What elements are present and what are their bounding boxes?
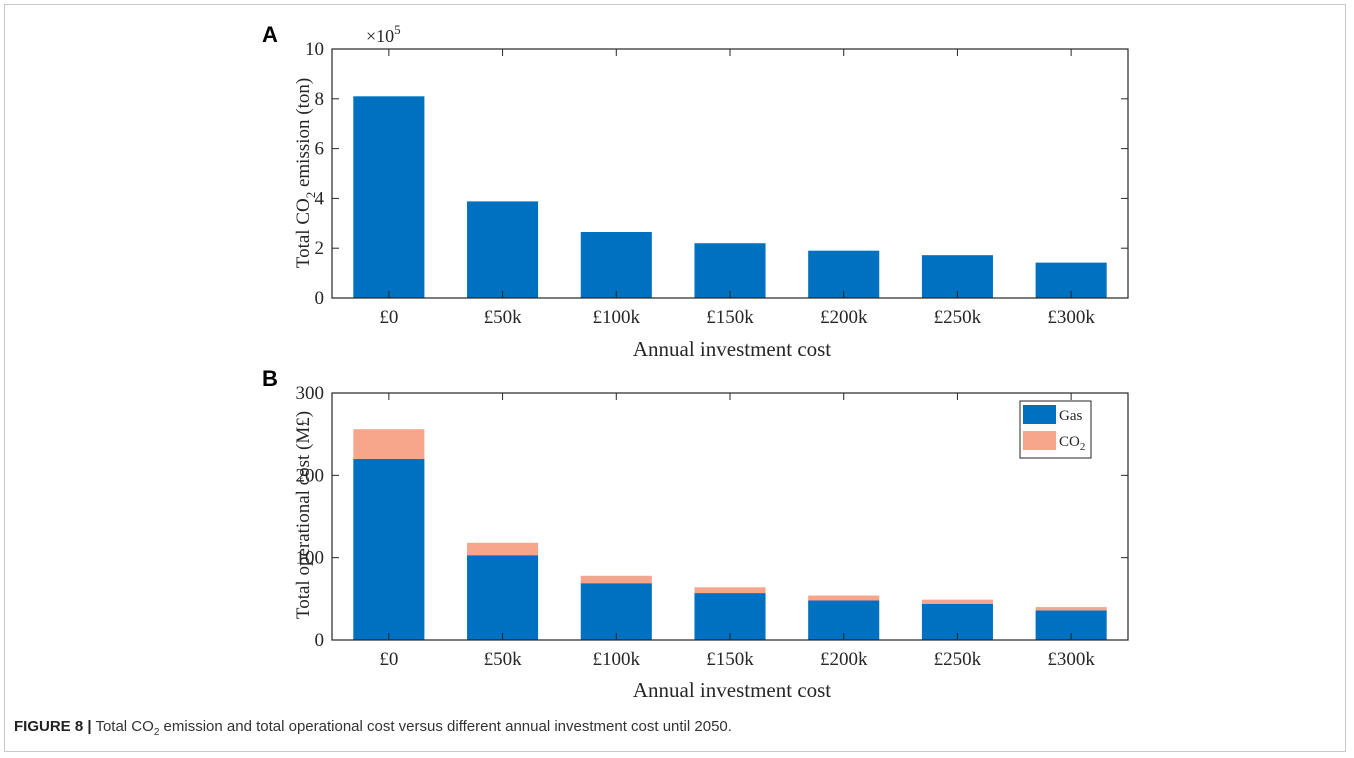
panel-a-axes: £0 £50k £100k £150k £200k £250k £300k 0 2 4 6 8 10	[305, 39, 1129, 328]
panel-a-bar	[921, 255, 993, 298]
panel-b-bar-co2	[921, 599, 993, 604]
panel-a-xlabel: Annual investment cost	[633, 337, 831, 361]
panel-a-bar	[580, 232, 652, 298]
panel-a-xtick-label: £200k	[820, 307, 868, 328]
figure-frame	[4, 4, 1346, 752]
panel-b-bar-co2	[467, 542, 539, 556]
panel-b-xtick-label: £300k	[1047, 649, 1095, 670]
panel-b-bar-gas	[353, 458, 425, 640]
panel-a-ytick-label: 0	[315, 288, 325, 309]
panel-a: A ×105 £0 £50k £100k £150k £200k £250k £300k 0 2…	[262, 22, 1129, 361]
panel-a-xtick-label: £250k	[934, 307, 982, 328]
panel-a-bars	[353, 96, 1107, 298]
panel-a-ylabel: Total CO2 emission (ton)	[293, 78, 318, 268]
panel-b-label: B	[262, 366, 278, 391]
panel-b-xtick-label: £50k	[484, 649, 523, 670]
panel-a-ytick-label: 8	[315, 89, 325, 110]
panel-a-xtick-label: £300k	[1047, 307, 1095, 328]
panel-b-axes: £0 £50k £100k £150k £200k £250k £300k 0 100 200 30…	[296, 383, 1129, 670]
legend-co2-label: CO2	[1059, 434, 1085, 453]
panel-a-bar	[467, 201, 539, 298]
panel-b-xtick-label: £100k	[593, 649, 641, 670]
panel-b-xtick-label: £200k	[820, 649, 868, 670]
panel-b-xtick-label: £0	[379, 649, 398, 670]
panel-a-xtick-label: £100k	[593, 307, 641, 328]
panel-b-legend: Gas CO2	[1019, 400, 1092, 459]
panel-a-bar	[694, 243, 766, 298]
panel-b-ytick-label: 200	[296, 465, 325, 486]
panel-a-ytick-label: 6	[315, 139, 325, 160]
panel-b-ytick-label: 0	[315, 630, 325, 651]
panel-b-axes-box	[331, 392, 1129, 641]
panel-b-bar-co2	[353, 429, 425, 459]
panel-b-bar-co2	[580, 575, 652, 584]
panel-b-bars	[353, 429, 1107, 640]
panel-a-axes-box	[331, 48, 1129, 299]
panel-a-xtick-label: £0	[379, 307, 398, 328]
panel-b: B £0 £50k £100k £150k £200k £250k £300k 0 100 200…	[262, 366, 1129, 702]
panel-b-bar-gas	[580, 583, 652, 640]
panel-b-xtick-label: £150k	[706, 649, 754, 670]
panel-a-exponent: ×105	[366, 22, 401, 46]
panel-b-bar-gas	[694, 593, 766, 640]
panel-b-bar-co2	[808, 595, 880, 601]
panel-b-ylabel: Total operational cost (M£)	[293, 411, 314, 619]
figure-caption: FIGURE 8 | Total CO2 emission and total …	[14, 718, 1334, 738]
panel-b-xtick-label: £250k	[934, 649, 982, 670]
panel-a-bar	[808, 250, 880, 298]
panel-a-ytick-label: 4	[315, 188, 325, 209]
panel-a-label: A	[262, 22, 278, 47]
caption-text: Total CO2 emission and total operational…	[95, 718, 732, 738]
legend-gas-label: Gas	[1059, 408, 1082, 424]
panel-b-xlabel: Annual investment cost	[633, 678, 831, 702]
panel-a-xtick-label: £150k	[706, 307, 754, 328]
panel-b-bar-co2	[694, 587, 766, 594]
panel-b-bar-gas	[467, 555, 539, 640]
panel-a-xtick-label: £50k	[484, 307, 523, 328]
panel-a-bar	[353, 96, 425, 298]
panel-b-bar-co2	[1035, 607, 1107, 611]
panel-a-ytick-label: 2	[315, 238, 325, 259]
legend-gas-swatch	[1023, 405, 1056, 424]
panel-b-ytick-label: 300	[296, 383, 325, 404]
panel-a-ytick-label: 10	[305, 39, 324, 60]
caption-label: FIGURE 8 |	[14, 718, 92, 735]
panel-b-ytick-label: 100	[296, 548, 325, 569]
legend-co2-swatch	[1023, 431, 1056, 450]
